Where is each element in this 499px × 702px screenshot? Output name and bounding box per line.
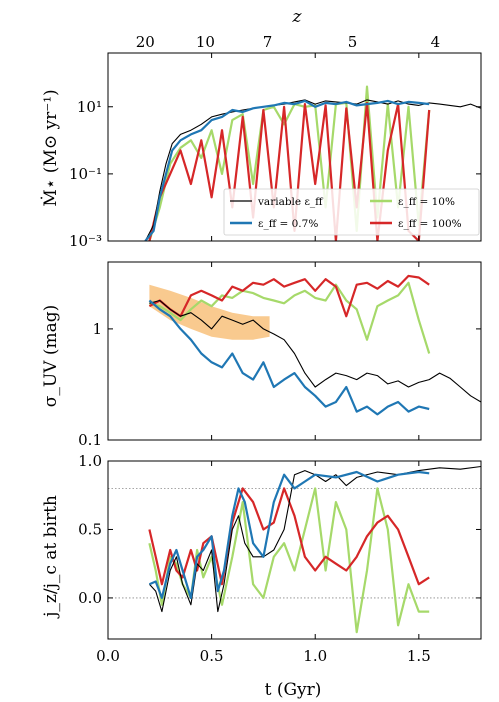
series-line bbox=[148, 470, 430, 599]
top-tick-label: 4 bbox=[431, 33, 441, 51]
axes-frame bbox=[107, 52, 482, 242]
y-tick-label: 1 bbox=[92, 320, 102, 338]
y-tick-label: 10¹ bbox=[77, 98, 102, 116]
series-line bbox=[149, 281, 431, 354]
legend-entry: variable ε_ff bbox=[257, 196, 324, 208]
series-line bbox=[148, 299, 430, 416]
series-line bbox=[148, 487, 430, 634]
y-axis-label-sfr: Ṁ⋆ (M⊙ yr⁻¹) bbox=[40, 89, 61, 206]
top-tick-label: 5 bbox=[348, 33, 358, 51]
plot-area bbox=[108, 465, 481, 634]
axes-frame bbox=[107, 460, 482, 640]
y-tick-label: 10⁻¹ bbox=[69, 165, 102, 183]
observation-band bbox=[149, 284, 270, 340]
top-tick-label: 10 bbox=[196, 33, 215, 51]
y-tick-label: 10⁻³ bbox=[69, 232, 102, 250]
series-line bbox=[144, 99, 430, 241]
y-tick-label: 0.0 bbox=[78, 589, 102, 607]
legend-entry: ε_ff = 100% bbox=[398, 218, 462, 230]
top-axis-label: z bbox=[292, 7, 303, 27]
series-line bbox=[149, 299, 481, 403]
y-tick-label: 0.1 bbox=[78, 431, 102, 449]
y-axis-label-sigma: σ_UV (mag) bbox=[41, 305, 61, 408]
panel-sfr: 10⁻³ 10⁻¹ 10¹ bbox=[69, 52, 482, 250]
series-line bbox=[148, 465, 481, 613]
axes-frame bbox=[107, 261, 482, 441]
series-line bbox=[148, 274, 430, 318]
y-tick-label: 1.0 bbox=[78, 452, 102, 470]
y-tick-label: 0.5 bbox=[78, 520, 102, 538]
series-line bbox=[148, 85, 431, 241]
panel-jz: 0.0 0.5 1.0 1.5 0.0 0.5 1.0 bbox=[78, 452, 482, 665]
x-tick-label: 0.0 bbox=[96, 647, 120, 665]
legend-entry: ε_ff = 0.7% bbox=[258, 218, 318, 230]
x-tick-label: 1.5 bbox=[407, 647, 431, 665]
x-tick-label: 0.5 bbox=[200, 647, 224, 665]
x-axis-label: t (Gyr) bbox=[265, 680, 322, 700]
panel-sigma-uv: 0.11 bbox=[78, 261, 482, 449]
x-tick-label: 1.0 bbox=[303, 647, 327, 665]
legend-entry: ε_ff = 10% bbox=[398, 196, 455, 208]
y-axis-label-jz: j_z/j_c at birth bbox=[41, 495, 61, 619]
legend: variable ε_ff ε_ff = 0.7% ε_ff = 10% ε_ff =… bbox=[223, 188, 480, 236]
legend-box bbox=[223, 188, 480, 236]
series-line bbox=[148, 487, 430, 586]
top-tick-label: 20 bbox=[136, 33, 155, 51]
plot-area bbox=[148, 274, 481, 416]
top-tick-label: 7 bbox=[263, 33, 273, 51]
top-axis-ticks: 20 10 7 5 4 bbox=[136, 33, 440, 51]
